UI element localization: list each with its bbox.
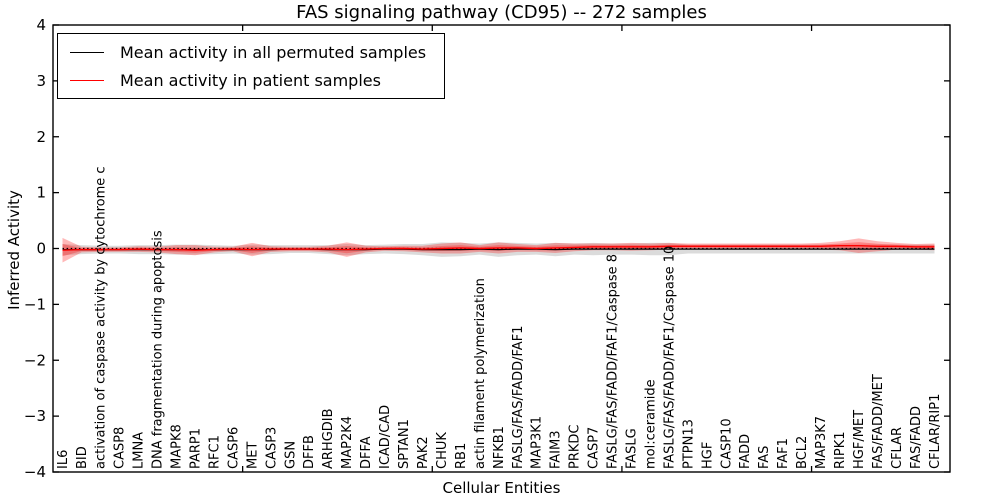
x-category-label: CFLAR <box>890 427 905 469</box>
x-category-label: CASP3 <box>264 427 279 469</box>
x-category-label: FADD <box>738 434 753 469</box>
x-category-label: RFC1 <box>207 435 222 469</box>
x-category-label: HGF/MET <box>852 410 867 469</box>
x-category-label: SPTAN1 <box>397 419 412 469</box>
x-category-label: FASLG/FAS/FADD/FAF1 <box>511 326 526 469</box>
x-category-label: FAS <box>757 446 772 469</box>
legend-item-patient: Mean activity in patient samples <box>70 66 426 94</box>
y-tick-label: −2 <box>24 351 46 369</box>
y-tick-label: 2 <box>36 128 46 146</box>
y-tick-label: 1 <box>36 184 46 202</box>
x-category-label: MET <box>245 442 260 469</box>
x-category-label: CASP8 <box>113 427 128 469</box>
x-category-label: activation of caspase activity by cytoch… <box>94 166 109 469</box>
x-category-label: MAPK8 <box>169 424 184 469</box>
y-tick-label: 4 <box>36 16 46 34</box>
x-category-label: CHUK <box>435 432 450 469</box>
x-category-label: CASP7 <box>587 427 602 469</box>
x-category-label: MAP2K4 <box>340 416 355 469</box>
x-category-label: MAP3K7 <box>814 416 829 469</box>
x-category-label: CFLAR/RIP1 <box>928 394 943 469</box>
x-category-label: DNA fragmentation during apoptosis <box>151 230 166 469</box>
y-tick-label: −4 <box>24 463 46 481</box>
x-category-label: HGF <box>700 442 715 469</box>
chart-title: FAS signaling pathway (CD95) -- 272 samp… <box>296 2 707 23</box>
x-category-label: FAS/FADD/MET <box>871 374 886 469</box>
x-category-label: MAP3K1 <box>530 416 545 469</box>
x-category-label: IL6 <box>56 450 71 469</box>
x-category-label: FAS/FADD <box>909 406 924 469</box>
x-category-label: FAF1 <box>776 438 791 469</box>
y-tick-label: 3 <box>36 72 46 90</box>
legend-label-permuted: Mean activity in all permuted samples <box>120 42 427 62</box>
y-tick-label: −1 <box>24 295 46 313</box>
x-category-label: ICAD/CAD <box>378 405 393 469</box>
y-tick-label: 0 <box>36 240 46 258</box>
x-category-label: BCL2 <box>795 436 810 469</box>
x-category-label: FASLG/FAS/FADD/FAF1/Caspase 10 <box>662 246 677 469</box>
legend-item-permuted: Mean activity in all permuted samples <box>70 38 426 66</box>
legend-label-patient: Mean activity in patient samples <box>120 70 381 90</box>
x-category-label: RB1 <box>454 443 469 469</box>
legend-line-patient-icon <box>70 79 104 81</box>
x-category-label: FAIM3 <box>549 431 564 470</box>
x-category-label: ARHGDIB <box>321 408 336 469</box>
x-category-label: DFFB <box>302 435 317 469</box>
y-axis-label: Inferred Activity <box>5 190 23 310</box>
x-category-label: actin filament polymerization <box>473 278 488 469</box>
legend-line-permuted-icon <box>70 51 104 53</box>
x-category-label: BID <box>75 446 90 469</box>
y-tick-label: −3 <box>24 407 46 425</box>
x-category-label: FASLG/FAS/FADD/FAF1/Caspase 8 <box>605 254 620 469</box>
x-category-label: CASP6 <box>226 427 241 469</box>
x-category-label: PARP1 <box>188 428 203 469</box>
x-category-label: DFFA <box>359 436 374 469</box>
x-category-label: PAK2 <box>416 436 431 469</box>
x-category-label: GSN <box>283 441 298 469</box>
x-category-label: RIPK1 <box>833 431 848 469</box>
x-category-label: NFKB1 <box>492 426 507 469</box>
x-axis-label: Cellular Entities <box>442 479 561 497</box>
x-category-label: PRKDC <box>568 425 583 469</box>
x-category-label: mol:ceramide <box>643 379 658 469</box>
x-category-label: CASP10 <box>719 418 734 469</box>
patient-mean-line <box>62 244 935 251</box>
x-category-label: LMNA <box>132 432 147 469</box>
x-category-label: PTPN13 <box>681 419 696 469</box>
legend-box: Mean activity in all permuted samples Me… <box>57 33 446 99</box>
x-category-label: FASLG <box>624 428 639 469</box>
